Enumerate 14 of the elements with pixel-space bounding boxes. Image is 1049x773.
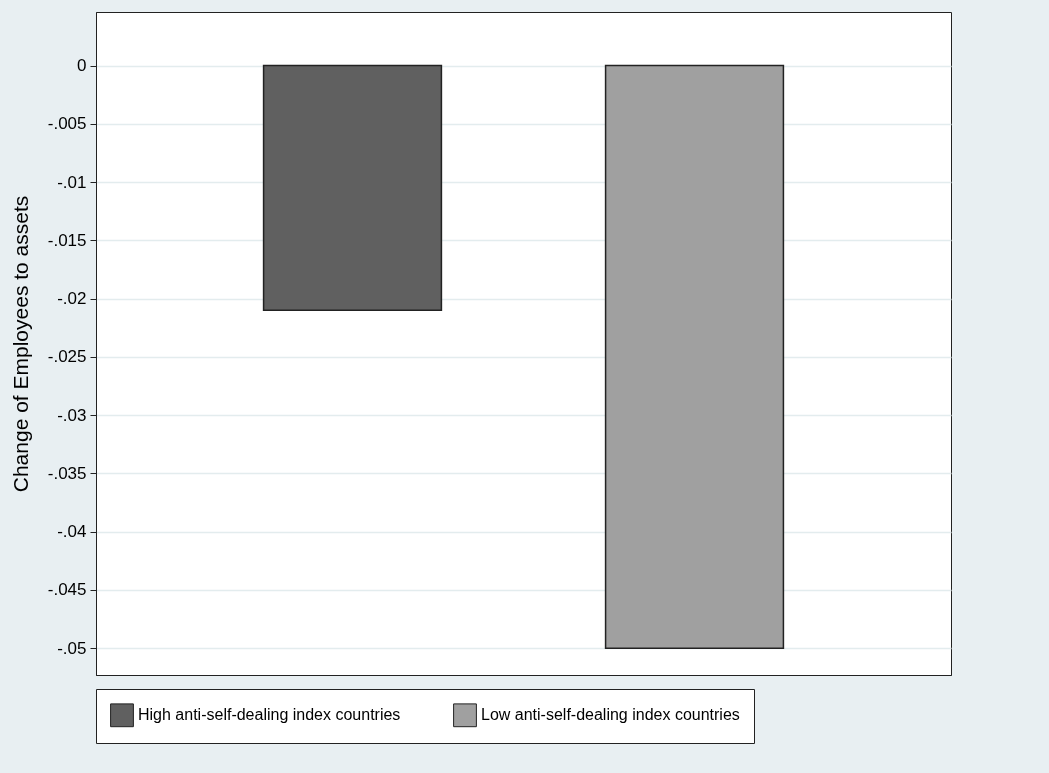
legend-label: Low anti-self-dealing index countries (481, 706, 740, 724)
y-tick-label: -.05 (57, 638, 87, 658)
legend-label: High anti-self-dealing index countries (138, 706, 401, 724)
y-axis-title: Change of Employees to assets (8, 195, 32, 493)
y-tick-label: -.03 (57, 405, 87, 425)
y-tick-label: -.01 (57, 172, 87, 192)
y-tick-label: 0 (77, 56, 87, 76)
y-tick-label: -.015 (47, 230, 87, 250)
y-tick-label: -.02 (57, 289, 87, 309)
y-tick-label: -.005 (47, 114, 87, 134)
y-tick-label: -.025 (47, 347, 87, 367)
y-tick-label: -.04 (57, 522, 87, 542)
y-tick-label: -.035 (47, 463, 87, 483)
y-tick-label: -.045 (47, 580, 87, 600)
